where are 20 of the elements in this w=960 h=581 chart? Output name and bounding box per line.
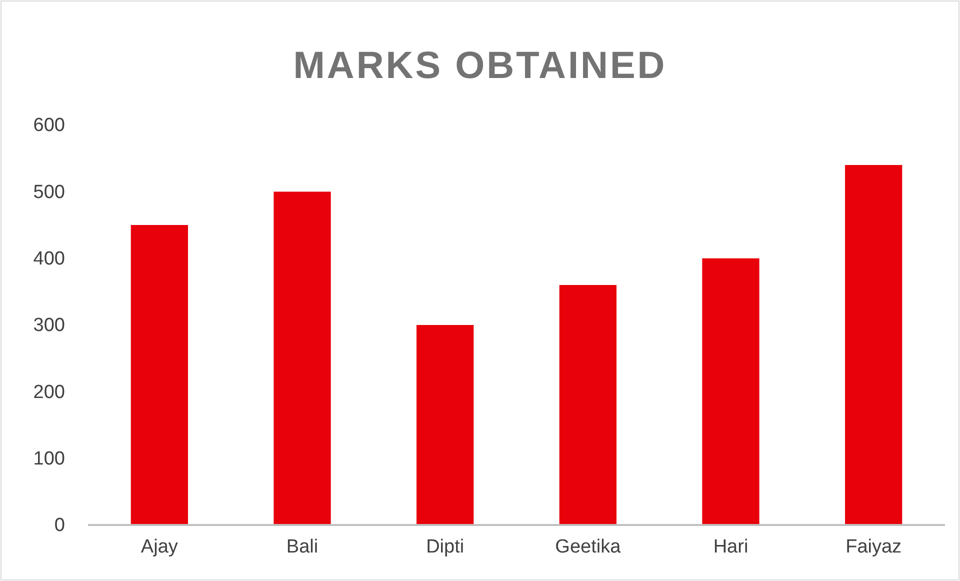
bar [845,165,902,525]
x-tick-label: Dipti [426,536,464,558]
y-tick-label: 500 [33,182,65,203]
bar [702,258,760,525]
bar [559,285,616,525]
y-tick-label: 100 [33,448,65,470]
y-tick-label: 200 [33,382,65,403]
x-tick-label: Geetika [555,536,622,558]
chart-title: MARKS OBTAINED [293,45,667,87]
x-tick-label: Faiyaz [846,536,902,558]
y-tick-label: 400 [33,248,65,270]
bar [416,325,474,525]
bar [274,192,331,525]
y-tick-label: 300 [33,315,65,336]
x-tick-label: Ajay [140,536,178,558]
x-tick-label: Bali [286,536,318,558]
y-tick-label: 0 [54,515,65,536]
bar [130,225,188,525]
x-tick-label: Hari [713,536,748,558]
y-tick-label: 600 [33,115,65,136]
